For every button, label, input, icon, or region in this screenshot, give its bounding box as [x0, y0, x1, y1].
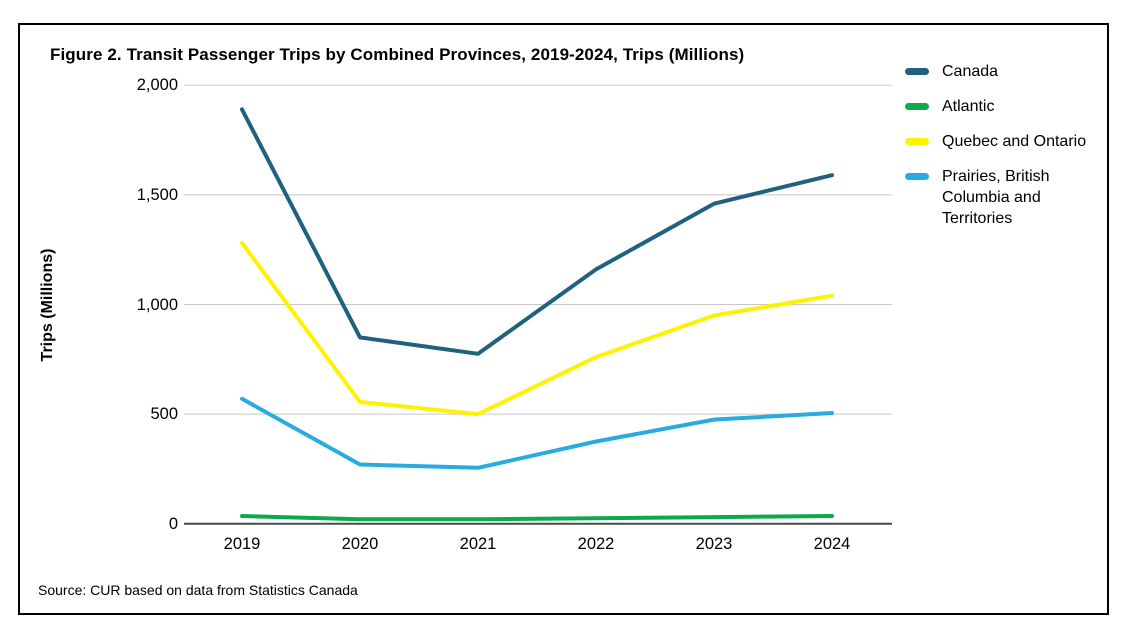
legend-swatch-canada	[905, 68, 929, 75]
x-tick-label-2022: 2022	[577, 535, 615, 553]
chart-title: Figure 2. Transit Passenger Trips by Com…	[50, 45, 745, 64]
y-tick-label-1-000: 1,000	[136, 295, 178, 314]
x-tick-label-2019: 2019	[223, 535, 261, 553]
x-tick-label-2021: 2021	[459, 535, 497, 553]
y-axis-title: Trips (Millions)	[39, 248, 56, 362]
legend-item-quebec-and-ontario: Quebec and Ontario	[905, 131, 1100, 152]
legend-item-atlantic: Atlantic	[905, 96, 1100, 117]
legend-label-quebec-and-ontario: Quebec and Ontario	[942, 133, 1087, 150]
series-line-atlantic	[240, 514, 834, 522]
chart-legend: Canada Atlantic Quebec and Ontario Prairies…	[905, 61, 1100, 229]
legend-label-canada: Canada	[942, 63, 999, 80]
series-line-canada	[240, 107, 834, 356]
legend-swatch-atlantic	[905, 103, 929, 110]
y-tick-label-1-500: 1,500	[136, 185, 178, 204]
chart-frame: Figure 2. Transit Passenger Trips by Com…	[18, 23, 1109, 615]
plot-area	[184, 77, 892, 537]
legend-swatch-quebec-and-ontario	[905, 138, 929, 145]
legend-label-prairies-british-columbia-and-territories: Prairies, British Columbia and Territori…	[942, 168, 1050, 227]
legend-item-prairies-british-columbia-and-territories: Prairies, British Columbia and Territori…	[905, 166, 1100, 229]
y-tick-label-2-000: 2,000	[136, 76, 178, 95]
legend-swatch-prairies-british-columbia-and-territories	[905, 173, 929, 180]
series-line-prairies-british-columbia-and-territories	[240, 396, 834, 470]
x-tick-label-2024: 2024	[813, 535, 851, 553]
legend-label-atlantic: Atlantic	[942, 98, 995, 115]
legend-item-canada: Canada	[905, 61, 1100, 82]
y-tick-label-500: 500	[150, 405, 178, 424]
x-tick-label-2020: 2020	[341, 535, 379, 553]
y-tick-label-0: 0	[168, 514, 178, 533]
source-note: Source: CUR based on data from Statistic…	[38, 582, 358, 598]
x-tick-label-2023: 2023	[695, 535, 733, 553]
line-chart	[184, 84, 892, 525]
series-line-quebec-and-ontario	[240, 241, 834, 417]
